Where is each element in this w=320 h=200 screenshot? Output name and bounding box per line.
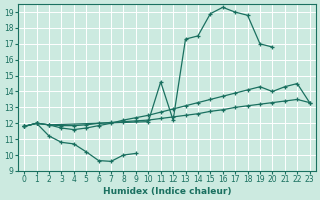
X-axis label: Humidex (Indice chaleur): Humidex (Indice chaleur): [103, 187, 231, 196]
